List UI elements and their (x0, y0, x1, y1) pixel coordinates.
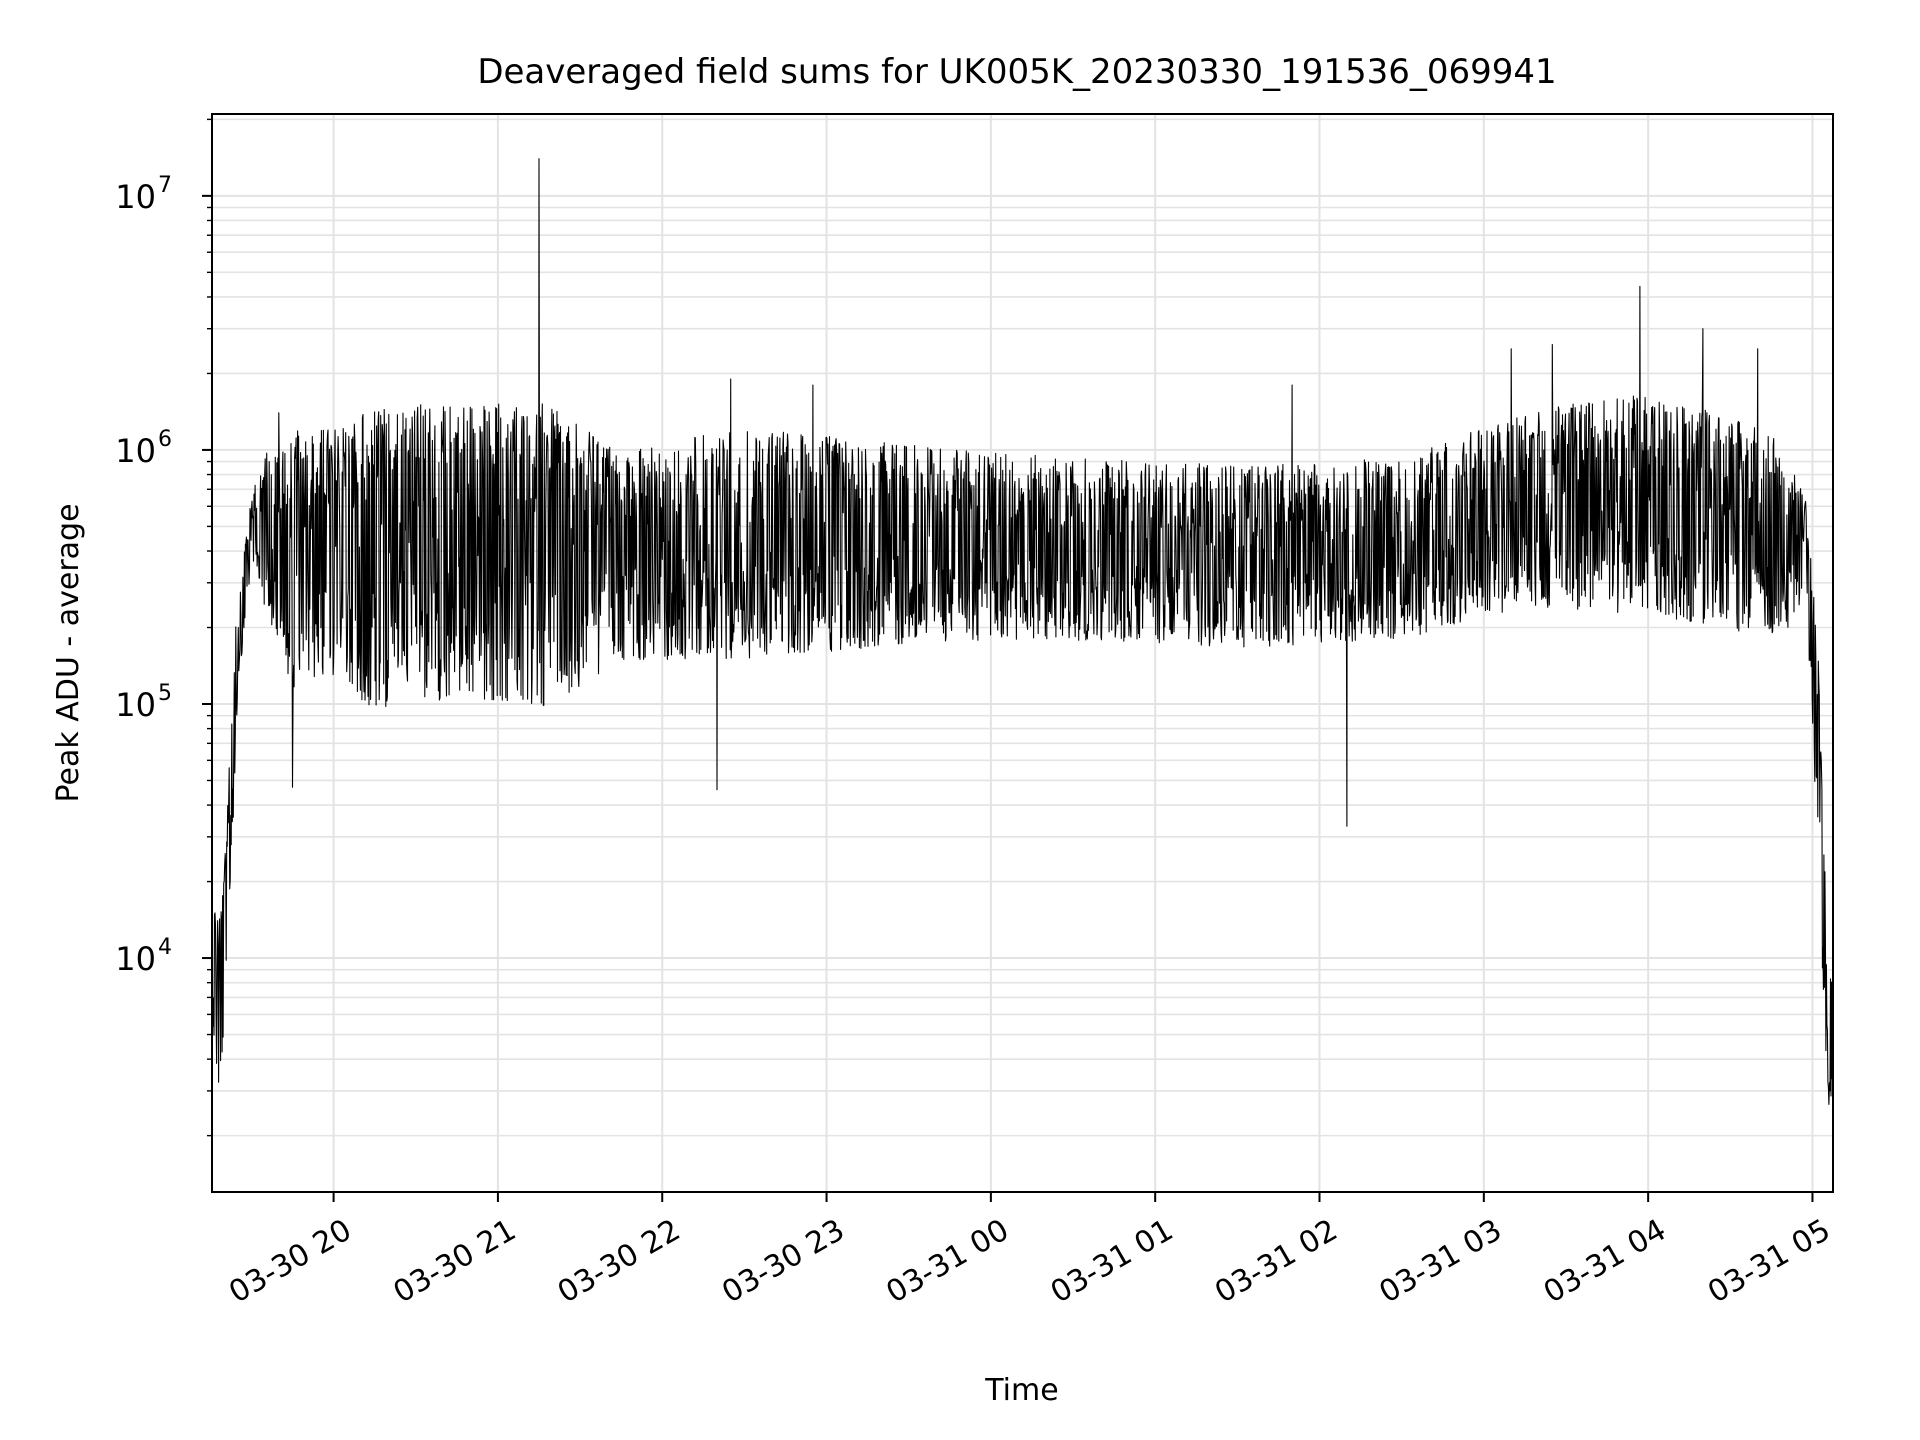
x-axis-label: Time (984, 1373, 1058, 1408)
y-axis-label: Peak ADU - average (51, 503, 86, 802)
chart-title: Deaveraged field sums for UK005K_2023033… (477, 52, 1556, 92)
y-tick-exponent: 7 (158, 173, 172, 198)
plot-frame (211, 113, 1834, 1193)
y-tick-exponent: 4 (158, 935, 172, 960)
y-tick-exponent: 5 (158, 681, 172, 706)
y-tick-label: 10 (115, 686, 156, 724)
y-tick-label: 10 (115, 432, 156, 470)
grid-lines (212, 114, 1833, 1192)
series-line (211, 158, 1834, 1110)
y-tick-exponent: 6 (158, 427, 172, 452)
series-trace (211, 158, 1834, 1110)
y-tick-label: 10 (115, 178, 156, 216)
y-tick-label: 10 (115, 940, 156, 978)
